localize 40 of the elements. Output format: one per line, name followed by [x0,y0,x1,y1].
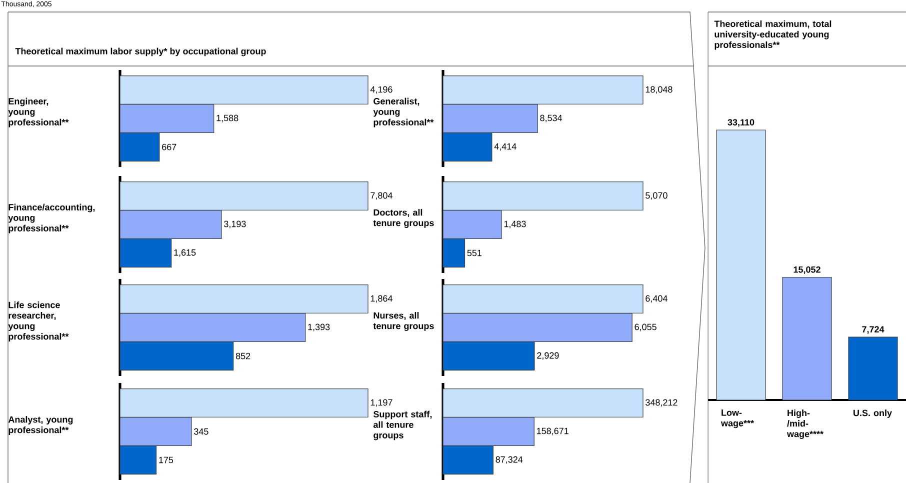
data-label: 18,048 [646,86,672,94]
data-label: 551 [467,250,482,256]
data-label: 87,324 [496,456,523,464]
data-label: 7,804 [370,192,392,200]
text: Finance/accounting, young professional** [8,204,95,234]
x-tick-label: Low-wage*** [720,410,754,428]
text: Life science researcher, young professional** [8,302,69,342]
text: Support staff, all tenure groups [373,410,432,440]
text: Nurses, all tenure groups [373,312,434,331]
x-tick-label: U.S. only [854,410,892,418]
data-label: 5,070 [646,192,668,200]
data-label: 1,197 [370,399,392,407]
data-label: 852 [236,352,250,360]
data-label: 2,929 [537,352,559,360]
data-label: 33,110 [728,119,754,127]
data-label: 158,671 [537,428,568,436]
chart-title: Theoretical maximum, total university-educated young professionals** [714,20,832,50]
data-label: 4,196 [370,86,392,94]
data-label: 8,534 [540,114,562,122]
data-label: 6,055 [634,324,656,332]
text: Theoretical maximum labor supply* by occupational group [15,48,266,56]
data-label: 1,615 [174,249,196,257]
text: Generalist, young professional** [373,98,434,128]
data-label: 175 [159,456,174,464]
data-label: 667 [162,144,176,150]
text: Engineer, young professional** [8,98,69,128]
data-label: 345 [194,428,208,435]
data-label: 1,588 [216,114,238,122]
data-label: 15,052 [794,266,820,274]
data-label: 1,864 [370,295,392,303]
data-label: 4,414 [494,143,516,151]
data-label: 1,483 [504,220,526,228]
data-label: 6,404 [646,295,668,303]
data-label: 348,212 [646,399,678,407]
x-tick-label: High-/mid-wage**** [786,410,824,439]
data-label: 7,724 [862,326,884,334]
data-label: 1,393 [308,324,330,332]
data-label: 3,193 [224,220,246,228]
text: Doctors, all tenure groups [373,209,434,228]
text: Analyst, young professional** [8,416,73,435]
